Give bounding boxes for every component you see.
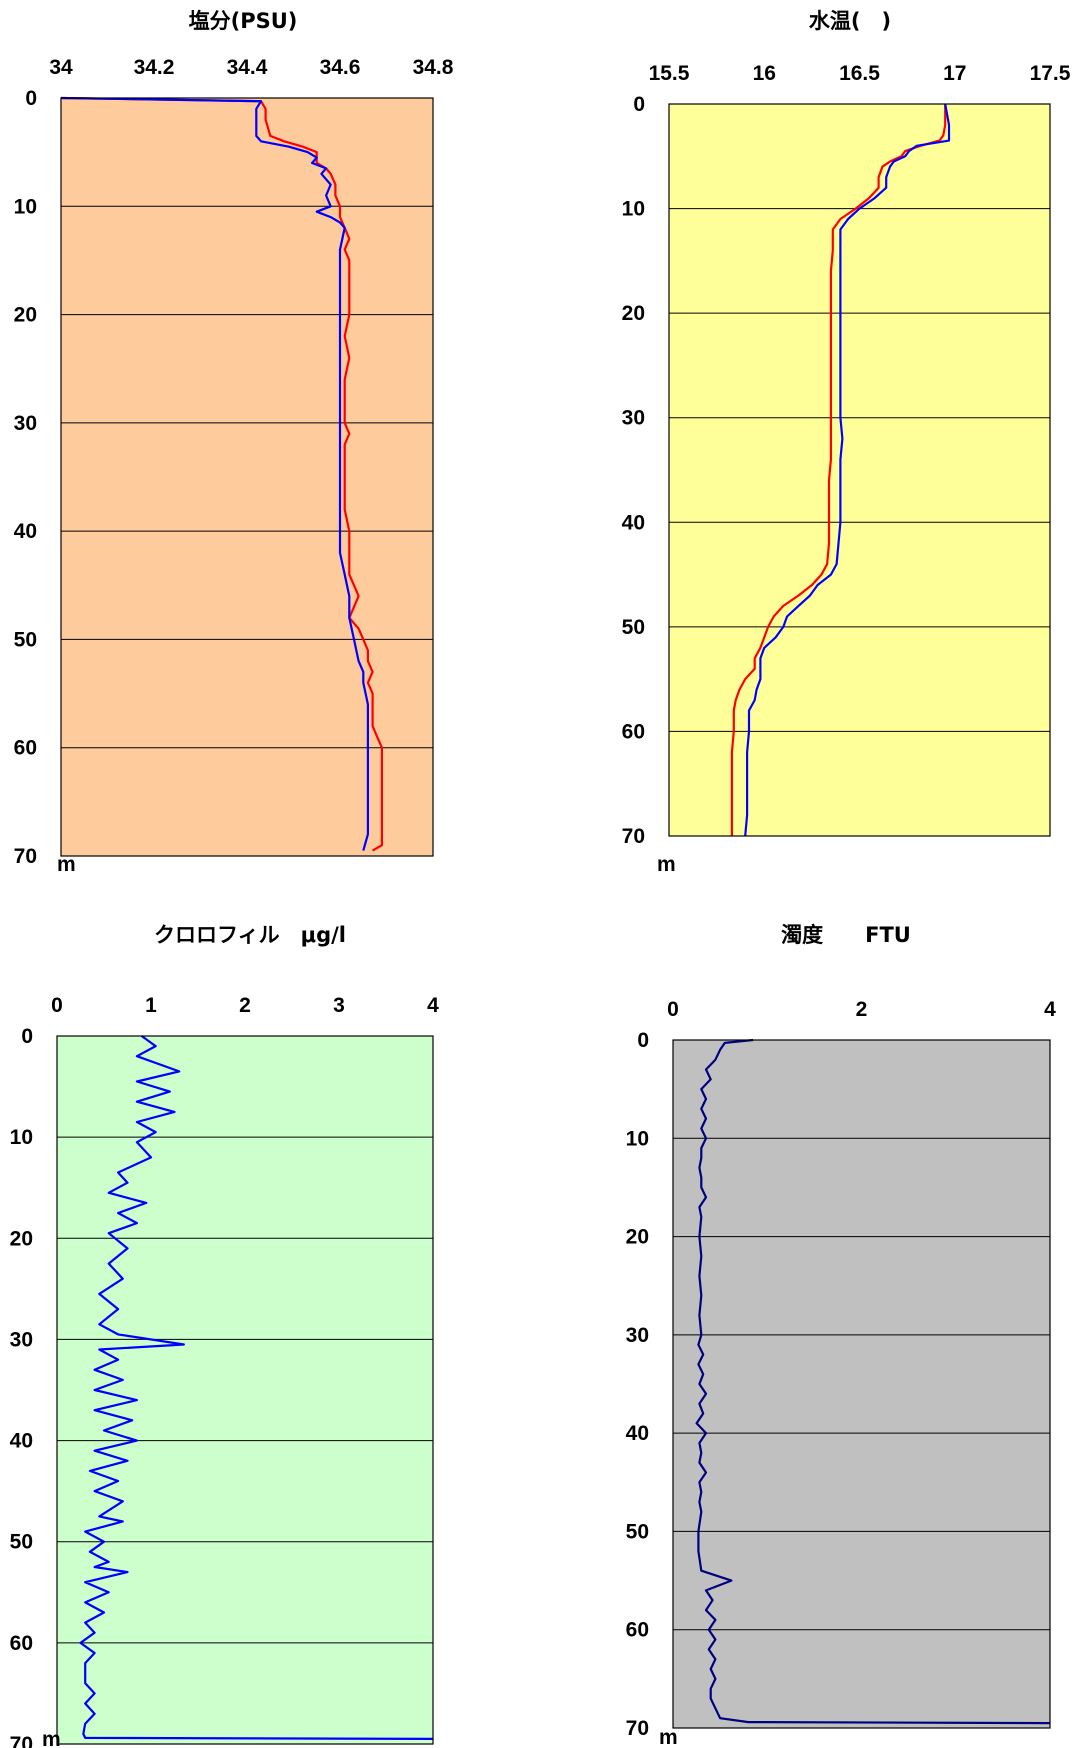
y-tick-label: 20 [14, 304, 37, 327]
y-tick-label: 50 [14, 628, 37, 651]
plot-area [57, 1036, 433, 1744]
y-tick-label: 50 [622, 616, 645, 639]
plot-area [669, 104, 1050, 836]
series-line-2 [744, 103, 951, 837]
x-tick-label: 0 [667, 998, 679, 1021]
y-tick-label: 60 [622, 720, 645, 743]
plot-area [673, 1040, 1050, 1728]
x-tick-label: 16.5 [839, 62, 880, 85]
y-tick-label: 40 [626, 1422, 649, 1445]
x-tick-label: 3 [333, 994, 345, 1017]
x-tick-label: 34.2 [134, 56, 175, 79]
water-temperature-chart-title: 水温( ) [809, 9, 891, 33]
turbidity-depth-unit: m [659, 1726, 678, 1748]
y-tick-label: 70 [626, 1717, 649, 1740]
y-tick-label: 50 [626, 1520, 649, 1543]
x-tick-label: 16 [753, 62, 776, 85]
plot-frame [56, 1035, 434, 1745]
y-tick-label: 0 [637, 1029, 649, 1052]
y-tick-label: 70 [622, 825, 645, 848]
series-line-1 [79, 1035, 434, 1740]
x-tick-label: 1 [145, 994, 157, 1017]
chlorophyll-chart-title: クロロフィル μg/l [154, 923, 346, 947]
y-tick-label: 10 [10, 1126, 33, 1149]
y-tick-label: 0 [21, 1025, 33, 1048]
y-tick-label: 0 [25, 87, 37, 110]
water-temperature-depth-unit: m [657, 853, 676, 876]
x-tick-label: 15.5 [649, 62, 690, 85]
chlorophyll-chart: クロロフィル μg/l m 0 10 20 30 40 50 60 70 0 1 2 3 4 [10, 923, 440, 1748]
y-tick-label: 30 [622, 407, 645, 430]
y-tick-label: 70 [10, 1733, 33, 1748]
water-temperature-chart: 水温( ) m 0 10 20 30 40 50 60 70 15.5 16 16.5 17 17.5 [622, 9, 1071, 876]
x-tick-label: 2 [856, 998, 868, 1021]
series-line-1 [730, 104, 947, 836]
plot-frame [668, 103, 1051, 837]
x-tick-label: 34 [49, 56, 73, 79]
turbidity-chart: 濁度 FTU m 0 10 20 30 40 50 60 70 0 2 4 [626, 923, 1057, 1748]
chlorophyll-depth-unit: m [42, 1728, 61, 1748]
salinity-chart: 塩分(PSU) m 0 10 20 30 40 50 60 70 34 34.2 34.4 34.6 3… [14, 9, 454, 876]
x-tick-label: 0 [51, 994, 63, 1017]
salinity-chart-title: 塩分(PSU) [189, 9, 298, 33]
x-tick-label: 4 [1044, 998, 1056, 1021]
y-tick-label: 10 [622, 198, 645, 221]
plot-frame [672, 1039, 1051, 1729]
y-tick-label: 60 [626, 1619, 649, 1642]
y-tick-label: 20 [622, 302, 645, 325]
x-tick-label: 34.8 [413, 56, 454, 79]
x-tick-label: 34.4 [227, 56, 268, 79]
y-tick-label: 30 [14, 412, 37, 435]
y-tick-label: 10 [626, 1127, 649, 1150]
y-tick-label: 60 [14, 737, 37, 760]
plot-frame [60, 97, 434, 857]
turbidity-chart-title: 濁度 FTU [781, 923, 911, 947]
y-tick-label: 20 [10, 1227, 33, 1250]
x-tick-label: 4 [427, 994, 439, 1017]
x-tick-label: 2 [239, 994, 251, 1017]
y-tick-label: 20 [626, 1226, 649, 1249]
y-tick-label: 40 [622, 511, 645, 534]
y-tick-label: 30 [10, 1328, 33, 1351]
y-tick-label: 60 [10, 1632, 33, 1655]
y-tick-label: 70 [14, 845, 37, 868]
plot-area [61, 98, 433, 856]
y-tick-label: 40 [14, 520, 37, 543]
y-tick-label: 40 [10, 1430, 33, 1453]
y-tick-label: 30 [626, 1324, 649, 1347]
series-line-1 [60, 96, 383, 852]
series-line-2 [60, 96, 369, 851]
y-tick-label: 50 [10, 1531, 33, 1554]
y-tick-label: 0 [633, 93, 645, 116]
y-tick-label: 10 [14, 195, 37, 218]
x-tick-label: 34.6 [320, 56, 361, 79]
salinity-depth-unit: m [57, 853, 76, 876]
series-line-1 [695, 1038, 1051, 1725]
x-tick-label: 17.5 [1030, 62, 1071, 85]
x-tick-label: 17 [943, 62, 966, 85]
